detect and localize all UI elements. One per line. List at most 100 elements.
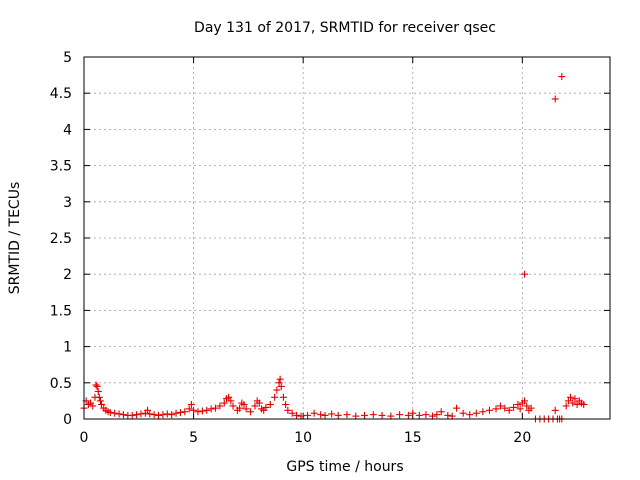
data-point — [146, 410, 154, 418]
y-tick-label: 1.5 — [50, 303, 72, 319]
x-axis-label: GPS time / hours — [286, 459, 403, 475]
data-point — [262, 403, 270, 411]
y-tick-label: 0.5 — [50, 376, 72, 392]
data-point — [207, 405, 215, 413]
data-point — [415, 411, 423, 419]
data-point — [573, 401, 581, 409]
data-point — [227, 397, 235, 405]
data-point — [304, 411, 312, 419]
data-point — [185, 405, 193, 413]
data-point — [404, 411, 412, 419]
data-point — [328, 410, 336, 418]
data-point — [96, 397, 104, 405]
data-point — [297, 412, 305, 420]
data-point — [428, 412, 436, 420]
data-point — [492, 405, 500, 413]
data-point — [580, 401, 588, 409]
data-point — [277, 382, 285, 390]
y-tick-label: 3.5 — [50, 159, 72, 175]
data-point — [187, 401, 195, 409]
data-point — [501, 404, 509, 412]
x-tick-label: 15 — [404, 430, 422, 446]
data-point — [448, 412, 456, 420]
data-point — [275, 379, 283, 387]
y-axis-label: SRMTID / TECUs — [7, 182, 23, 295]
data-point — [334, 411, 342, 419]
data-point — [194, 408, 202, 416]
data-point — [567, 393, 575, 401]
data-point — [551, 95, 559, 103]
y-tick-label: 4 — [63, 122, 72, 138]
y-tick-label: 2.5 — [50, 231, 72, 247]
data-points — [80, 73, 588, 423]
data-point — [558, 73, 566, 81]
data-point — [521, 270, 529, 278]
data-point — [106, 408, 114, 416]
data-point — [128, 411, 136, 419]
data-point — [352, 412, 360, 420]
data-point — [282, 401, 290, 409]
data-point — [409, 409, 417, 417]
data-point — [115, 410, 123, 418]
data-point — [317, 411, 325, 419]
data-point — [505, 406, 513, 414]
data-point — [387, 412, 395, 420]
data-point — [168, 411, 176, 419]
data-point — [293, 411, 301, 419]
x-tick-label: 0 — [80, 430, 89, 446]
x-tick-label: 20 — [513, 430, 531, 446]
data-point — [119, 411, 127, 419]
chart-title: Day 131 of 2017, SRMTID for receiver qse… — [194, 20, 496, 36]
data-point — [94, 387, 102, 395]
data-point — [479, 408, 487, 416]
data-point — [284, 406, 292, 414]
data-point — [276, 375, 284, 383]
y-tick-label: 3 — [63, 195, 72, 211]
y-tick-label: 0 — [63, 412, 72, 428]
data-point — [551, 406, 559, 414]
data-point — [144, 406, 152, 414]
data-point — [521, 397, 529, 405]
data-point — [514, 401, 522, 409]
data-point — [137, 410, 145, 418]
data-point — [159, 411, 167, 419]
data-point — [433, 411, 441, 419]
data-point — [437, 408, 445, 416]
data-point — [181, 408, 189, 416]
y-tick-label: 5 — [63, 50, 72, 66]
data-point — [176, 408, 184, 416]
data-point — [343, 411, 351, 419]
data-point — [361, 411, 369, 419]
data-point — [310, 409, 318, 417]
data-point — [242, 405, 250, 413]
data-point — [240, 401, 248, 409]
data-point — [225, 393, 233, 401]
data-point — [89, 402, 97, 410]
data-point — [472, 409, 480, 417]
y-tick-label: 2 — [63, 267, 72, 283]
data-point — [564, 397, 572, 405]
data-point — [273, 386, 281, 394]
plot-frame — [83, 56, 611, 420]
data-point — [247, 408, 255, 416]
y-tick-label: 1 — [63, 340, 72, 356]
data-point — [212, 404, 219, 412]
data-point — [571, 395, 579, 403]
data-point — [98, 401, 106, 409]
data-point — [190, 406, 198, 414]
data-point — [220, 399, 228, 407]
data-point — [203, 406, 211, 414]
data-point — [527, 404, 535, 412]
data-point — [321, 411, 329, 419]
data-point — [510, 403, 518, 411]
data-point — [466, 411, 474, 419]
data-point — [453, 404, 461, 412]
data-point — [279, 393, 287, 401]
data-point — [369, 411, 377, 419]
data-point — [172, 409, 180, 417]
data-point — [266, 401, 274, 409]
data-point — [396, 411, 404, 419]
data-point — [95, 393, 103, 401]
data-point — [485, 406, 493, 414]
